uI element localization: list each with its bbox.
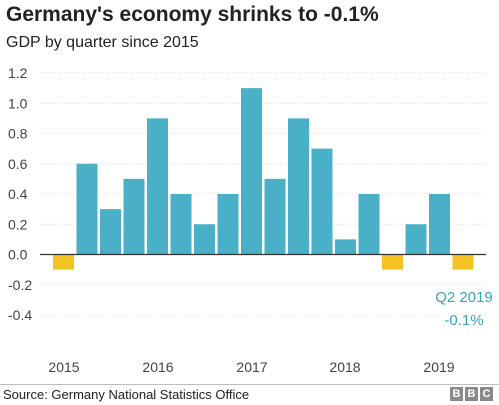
bar-2016-q1 — [147, 118, 168, 255]
bar-2018-q1 — [335, 239, 356, 255]
bar-2015-q4 — [123, 178, 145, 255]
footer-divider — [0, 384, 499, 385]
bar-2019-q2 — [452, 254, 474, 270]
y-tick-label: 1.0 — [8, 95, 28, 111]
source-note: Source: Germany National Statistics Offi… — [3, 387, 250, 402]
y-tick-label: 1.2 — [8, 65, 28, 81]
bar-2016-q3 — [194, 224, 215, 255]
bar-2017-q3 — [288, 118, 309, 255]
logo-letter-c: C — [480, 387, 493, 401]
logo-letter-b1: B — [450, 387, 463, 401]
annotation-value: -0.1% — [444, 312, 483, 329]
y-tick-label: 0.0 — [8, 247, 28, 263]
annotation-label: Q2 2019 — [435, 289, 493, 306]
y-tick-label: 0.4 — [8, 186, 28, 202]
x-tick-label: 2016 — [142, 359, 173, 375]
y-tick-label: -0.4 — [8, 307, 32, 323]
bar-2018-q3 — [382, 254, 403, 270]
x-tick-label: 2019 — [423, 359, 454, 375]
x-tick-label: 2017 — [236, 359, 267, 375]
bar-2019-q1 — [429, 194, 450, 255]
bar-2015-q1 — [53, 254, 74, 270]
bar-2017-q2 — [264, 178, 286, 255]
bar-2018-q2 — [358, 194, 380, 255]
y-tick-label: 0.6 — [8, 156, 28, 172]
bar-2018-q4 — [405, 224, 427, 255]
bar-2017-q4 — [311, 148, 333, 255]
y-tick-label: 0.8 — [8, 126, 28, 142]
bar-2016-q4 — [217, 194, 239, 255]
bar-2015-q3 — [100, 209, 121, 255]
y-tick-label: 0.2 — [8, 216, 28, 232]
chart-title: Germany's economy shrinks to -0.1% — [6, 3, 379, 26]
chart-subtitle: GDP by quarter since 2015 — [6, 34, 199, 51]
y-tick-label: -0.2 — [8, 277, 32, 293]
bar-2017-q1 — [241, 88, 262, 255]
bar-2016-q2 — [170, 194, 192, 255]
bar-chart: 1.2 1.0 0.8 0.6 0.4 0.2 0.0 -0.2 -0.4 2015 2016 201… — [8, 65, 493, 375]
x-tick-label: 2015 — [48, 359, 79, 375]
bar-2015-q2 — [76, 163, 98, 255]
logo-letter-b2: B — [465, 387, 478, 401]
bbc-logo: B B C — [450, 387, 493, 401]
x-tick-label: 2018 — [329, 359, 360, 375]
